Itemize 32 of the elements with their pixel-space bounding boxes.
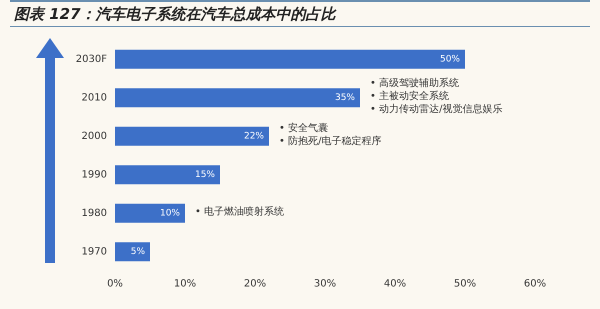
- bar: [115, 50, 465, 69]
- annotation: • 动力传动雷达/视觉信息娱乐: [370, 102, 502, 115]
- x-tick-label: 0%: [107, 278, 123, 290]
- x-tick-label: 20%: [244, 278, 266, 290]
- bar: [115, 242, 150, 262]
- x-tick-label: 10%: [174, 278, 196, 290]
- data-label: 10%: [160, 208, 180, 218]
- chart-title: 图表 127：汽车电子系统在汽车总成本中的占比: [10, 0, 590, 27]
- data-label: 35%: [334, 92, 356, 103]
- y-tick-label: 1970: [82, 246, 107, 258]
- annotation: • 安全气囊: [279, 122, 328, 134]
- y-tick-label: 1980: [82, 208, 107, 219]
- annotation: • 电子燃油喷射系统: [195, 205, 284, 218]
- data-label: 15%: [194, 170, 216, 180]
- data-label: 22%: [244, 131, 264, 142]
- x-tick-label: 60%: [524, 278, 546, 290]
- x-tick-label: 30%: [314, 278, 336, 290]
- x-tick-label: 50%: [454, 278, 476, 290]
- y-tick-label: 1990: [82, 169, 107, 180]
- y-tick-label: 2010: [82, 92, 107, 104]
- data-label: 5%: [130, 246, 146, 257]
- y-tick-label: 2030F: [76, 54, 108, 65]
- data-label: 50%: [440, 54, 460, 64]
- annotation: • 防抱死/电子稳定程序: [279, 134, 382, 147]
- bar: [115, 126, 269, 146]
- bar: [115, 165, 220, 184]
- bar: [115, 204, 185, 223]
- x-tick-label: 40%: [384, 278, 406, 290]
- bar: [115, 88, 360, 108]
- annotation: • 主被动安全系统: [370, 90, 450, 102]
- annotation: • 高级驾驶辅助系统: [370, 76, 460, 89]
- y-tick-label: 2000: [82, 130, 107, 142]
